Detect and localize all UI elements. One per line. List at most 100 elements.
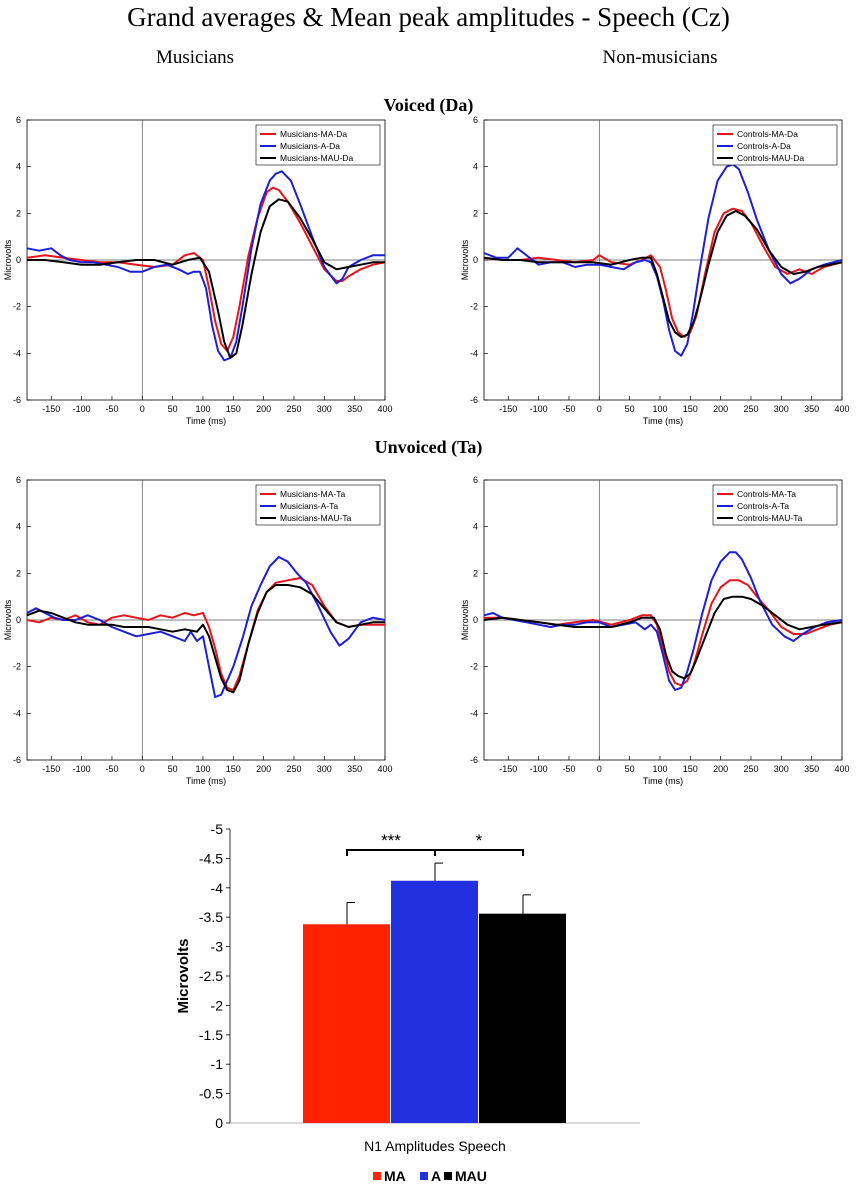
y-tick-label: -4.5 <box>199 850 223 866</box>
x-tick-label: 0 <box>140 764 145 774</box>
bar-MA <box>303 924 390 1123</box>
x-tick-label: 100 <box>195 764 210 774</box>
y-tick-label: 2 <box>473 568 478 578</box>
x-tick-label: 300 <box>317 764 332 774</box>
series-line-Controls-MA-Ta <box>484 579 843 687</box>
x-tick-label: 50 <box>168 404 178 414</box>
x-tick-label: 0 <box>597 764 602 774</box>
x-tick-label: 50 <box>625 764 635 774</box>
y-tick-label: 6 <box>473 115 478 125</box>
y-tick-label: -2 <box>13 302 21 312</box>
x-tick-label: 400 <box>377 404 392 414</box>
x-tick-label: 50 <box>168 764 178 774</box>
x-tick-label: -150 <box>499 404 517 414</box>
y-tick-label: -5 <box>211 821 224 837</box>
x-tick-label: -150 <box>499 764 517 774</box>
legend-label: Controls-A-Ta <box>737 501 789 511</box>
y-tick-label: -4 <box>13 348 21 358</box>
page-title: Grand averages & Mean peak amplitudes - … <box>127 2 730 32</box>
x-tick-label: -50 <box>105 404 118 414</box>
y-tick-label: 6 <box>16 115 21 125</box>
x-tick-label: 400 <box>834 404 849 414</box>
y-tick-label: 0 <box>215 1115 223 1131</box>
erp-chart-non-musicians-voiced: -150 -100 -50 0 50 100 150 200 250 300 350 400 -6 -4 -… <box>460 115 850 426</box>
y-tick-label: 2 <box>16 208 21 218</box>
y-tick-label: -4 <box>211 880 224 896</box>
section-title-voiced: Voiced (Da) <box>383 95 474 115</box>
legend-label-A: A <box>431 1168 441 1184</box>
series-line-Controls-A-Ta <box>483 551 843 691</box>
y-tick-label: 2 <box>16 568 21 578</box>
legend-box <box>255 124 381 166</box>
bar-MAU <box>479 913 566 1123</box>
significance-bracket <box>346 849 436 856</box>
n1-amplitude-bar-chart: 0 -0.5 -1 -1.5 -2 -2.5 -3 -3.5 -4 -4.5 -5 Microvolt… <box>175 821 640 1184</box>
x-tick-label: 100 <box>195 404 210 414</box>
y-tick-label: -6 <box>13 755 21 765</box>
y-tick-label: -6 <box>470 395 478 405</box>
erp-chart-musicians-unvoiced: -150 -100 -50 0 50 100 150 200 250 300 350 400 -6 -4 -… <box>3 475 393 786</box>
y-tick-label: 2 <box>473 208 478 218</box>
legend-label-MA: MA <box>384 1168 406 1184</box>
x-tick-label: 300 <box>774 764 789 774</box>
y-tick-label: -3 <box>211 939 224 955</box>
y-tick-label: 0 <box>16 255 21 265</box>
y-tick-label: 0 <box>473 255 478 265</box>
legend-label: Controls-MAU-Da <box>737 153 804 163</box>
x-tick-label: 400 <box>377 764 392 774</box>
legend-label: Controls-A-Da <box>737 141 791 151</box>
series-line-Musicians-A-Ta <box>26 556 386 698</box>
legend-swatch-A <box>420 1172 428 1180</box>
y-axis-label: Microvolts <box>3 239 13 280</box>
x-tick-label: 350 <box>347 404 362 414</box>
y-tick-label: -1.5 <box>199 1027 223 1043</box>
x-tick-label: 150 <box>226 404 241 414</box>
x-tick-label: 50 <box>625 404 635 414</box>
section-title-unvoiced: Unvoiced (Ta) <box>374 437 483 457</box>
x-tick-label: 250 <box>286 404 301 414</box>
x-tick-label: -50 <box>105 764 118 774</box>
erp-chart-non-musicians-unvoiced: -150 -100 -50 0 50 100 150 200 250 300 350 400 -6 -4 -… <box>460 475 850 786</box>
legend-label: Musicians-MAU-Ta <box>280 513 352 523</box>
significance-bracket <box>434 849 524 856</box>
x-tick-label: 200 <box>713 764 728 774</box>
x-tick-label: 250 <box>743 764 758 774</box>
y-tick-label: 4 <box>473 162 478 172</box>
x-tick-label: 200 <box>256 764 271 774</box>
x-tick-label: 350 <box>347 764 362 774</box>
significance-label: *** <box>381 831 401 850</box>
legend-label: Musicians-MA-Da <box>280 129 347 139</box>
x-tick-label: -100 <box>73 764 91 774</box>
y-tick-label: 4 <box>16 162 21 172</box>
legend-box <box>712 124 838 166</box>
legend-swatch-MAU <box>444 1172 452 1180</box>
x-tick-label: 350 <box>804 764 819 774</box>
legend-label: Musicians-MAU-Da <box>280 153 353 163</box>
y-tick-label: 6 <box>16 475 21 485</box>
x-tick-label: -50 <box>562 404 575 414</box>
y-tick-label: 6 <box>473 475 478 485</box>
y-tick-label: 4 <box>473 522 478 532</box>
erp-chart-musicians-voiced: -150 -100 -50 0 50 100 150 200 250 300 350 400 -6 -4 -… <box>3 115 393 426</box>
legend-label: Musicians-A-Ta <box>280 501 338 511</box>
legend-label: Controls-MAU-Ta <box>737 513 802 523</box>
series-line-Musicians-MAU-Ta <box>26 584 385 694</box>
x-tick-label: 300 <box>774 404 789 414</box>
x-tick-label: 150 <box>683 404 698 414</box>
column-title-musicians: Musicians <box>155 47 235 68</box>
y-axis-label: Microvolts <box>3 599 13 640</box>
legend-label: Controls-MA-Da <box>737 129 798 139</box>
legend-label-MAU: MAU <box>455 1168 487 1184</box>
y-tick-label: -2 <box>211 997 224 1013</box>
x-tick-label: 350 <box>804 404 819 414</box>
y-tick-label: -4 <box>13 708 21 718</box>
legend-swatch-MA <box>373 1172 381 1180</box>
x-tick-label: 200 <box>256 404 271 414</box>
series-line-Controls-MAU-Da <box>483 210 843 338</box>
x-tick-label: 100 <box>652 404 667 414</box>
x-tick-label: -150 <box>42 764 60 774</box>
x-axis-label: Time (ms) <box>186 776 226 786</box>
y-tick-label: 0 <box>473 615 478 625</box>
column-title-non-musicians: Non-musicians <box>602 47 718 68</box>
x-tick-label: 150 <box>226 764 241 774</box>
